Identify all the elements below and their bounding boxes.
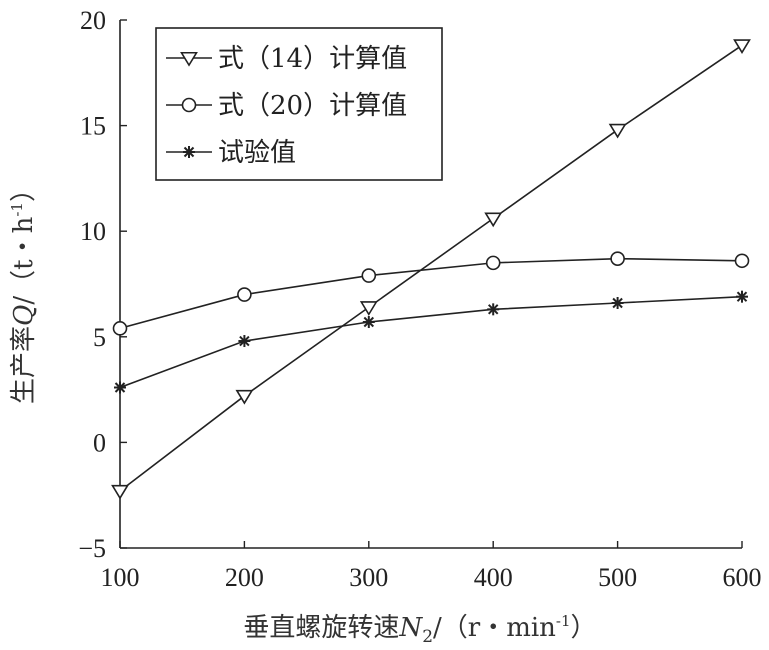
data-point bbox=[362, 316, 375, 329]
y-tick-label: 10 bbox=[80, 217, 106, 246]
data-point bbox=[485, 255, 501, 271]
data-point bbox=[361, 268, 377, 283]
legend-box bbox=[155, 27, 443, 181]
x-axis-title-close: ） bbox=[571, 613, 597, 643]
y-axis-title-main: 生产率 bbox=[9, 326, 39, 404]
series-1 bbox=[111, 39, 751, 500]
x-tick-label: 300 bbox=[349, 563, 388, 592]
x-axis-title-sub: 2 bbox=[422, 627, 433, 647]
legend-marker bbox=[183, 146, 195, 158]
data-point bbox=[611, 297, 624, 310]
data-point bbox=[734, 253, 750, 269]
series-layer bbox=[111, 39, 751, 500]
data-point bbox=[610, 251, 625, 266]
series-2 bbox=[112, 251, 750, 336]
data-point bbox=[235, 389, 254, 405]
x-axis-title-unit: /（r・min bbox=[433, 613, 556, 643]
x-tick-label: 100 bbox=[101, 563, 140, 592]
x-axis-title-main: 垂直螺旋转速 bbox=[243, 613, 399, 643]
y-tick-label: 5 bbox=[93, 323, 106, 352]
y-tick-label: −5 bbox=[78, 534, 106, 563]
data-point bbox=[111, 484, 129, 500]
data-point bbox=[238, 335, 251, 348]
x-axis-title-sup: -1 bbox=[556, 612, 571, 630]
data-point bbox=[359, 301, 378, 316]
legend-label: 式（20）计算值 bbox=[218, 91, 407, 121]
series-line bbox=[119, 257, 743, 330]
legend-item-3: 试验值 bbox=[166, 138, 296, 168]
axes bbox=[119, 20, 742, 549]
series-line bbox=[119, 295, 743, 389]
x-axis-title: 垂直螺旋转速N2/（r・min-1） bbox=[243, 612, 596, 647]
data-point bbox=[112, 321, 128, 336]
x-tick-label: 600 bbox=[723, 563, 762, 592]
legend-item-2: 式（20）计算值 bbox=[166, 91, 407, 121]
series-line bbox=[119, 44, 743, 492]
y-axis-title-unit: /（t・h bbox=[9, 216, 39, 304]
y-axis-title: 生产率Q/（t・h-1） bbox=[8, 176, 39, 404]
x-tick-label: 400 bbox=[474, 563, 513, 592]
x-axis-title-var: N bbox=[398, 613, 423, 643]
y-tick-label: 15 bbox=[80, 112, 106, 141]
y-tick-label: 20 bbox=[80, 6, 106, 35]
legend-label: 式（14）计算值 bbox=[218, 44, 407, 74]
data-point bbox=[736, 290, 748, 303]
data-point bbox=[484, 212, 503, 228]
data-point bbox=[487, 303, 500, 316]
data-point bbox=[237, 287, 252, 302]
y-tick-label: 0 bbox=[93, 428, 106, 457]
x-tick-label: 200 bbox=[225, 563, 264, 592]
y-axis-title-sup: -1 bbox=[8, 202, 26, 217]
data-point bbox=[733, 39, 751, 55]
ticks: −5 0 5 10 15 20 100 200 300 400 500 600 bbox=[78, 6, 761, 592]
series-3 bbox=[114, 290, 748, 394]
x-tick-label: 500 bbox=[598, 563, 637, 592]
legend-marker bbox=[180, 51, 198, 67]
legend-label: 试验值 bbox=[218, 138, 296, 168]
legend-marker bbox=[181, 97, 197, 113]
y-axis-title-close: ） bbox=[9, 176, 39, 202]
y-axis-title-var: Q bbox=[9, 305, 39, 326]
legend-item-1: 式（14）计算值 bbox=[166, 44, 407, 74]
data-point bbox=[114, 381, 126, 394]
data-point bbox=[608, 123, 627, 139]
